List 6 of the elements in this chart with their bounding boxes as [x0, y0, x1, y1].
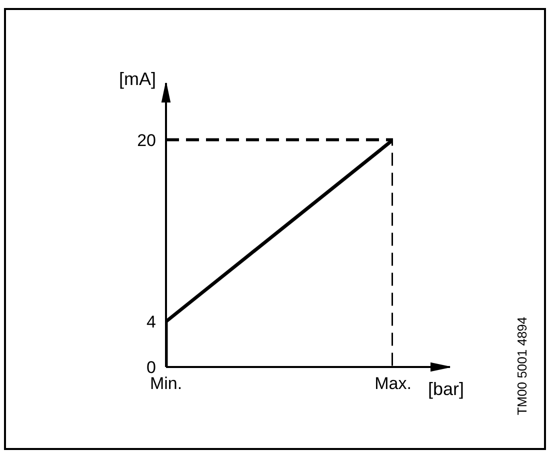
x-axis-title: [bar] [428, 379, 464, 399]
y-tick-label: 4 [146, 312, 156, 332]
x-tick-label: Max. [374, 374, 412, 394]
y-axis-title: [mA] [118, 69, 156, 89]
text: TM00 5001 4894 [514, 316, 530, 416]
y-tick-label: 20 [137, 130, 156, 150]
